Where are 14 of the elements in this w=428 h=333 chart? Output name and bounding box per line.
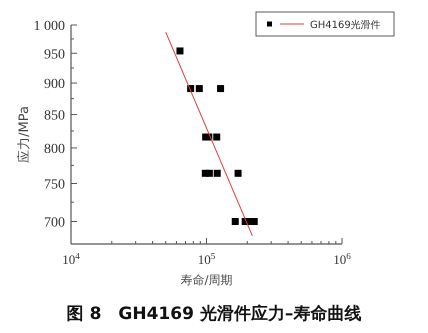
- y-tick-label: 850: [44, 108, 65, 124]
- x-tick-label: 10$^{6}$: [333, 251, 352, 267]
- y-tick-label: 800: [44, 142, 65, 157]
- x-axis-title: 寿命/周期: [180, 273, 233, 287]
- y-tick-label: 1 000: [34, 19, 65, 34]
- legend: GH4169光滑件: [256, 12, 394, 36]
- text: 图 8 GH4169 光滑件应力–寿命曲线: [66, 304, 362, 324]
- y-tick-label: 750: [44, 178, 65, 192]
- y-tick-label: 900: [44, 77, 65, 92]
- x-tick-label: 10$^{5}$: [198, 251, 216, 267]
- y-tick-label: 950: [44, 47, 65, 62]
- y-axis-title: 应力/MPa: [16, 106, 32, 163]
- x-tick-label: 10$^{4}$: [62, 251, 80, 267]
- y-tick-label: 700: [44, 216, 65, 231]
